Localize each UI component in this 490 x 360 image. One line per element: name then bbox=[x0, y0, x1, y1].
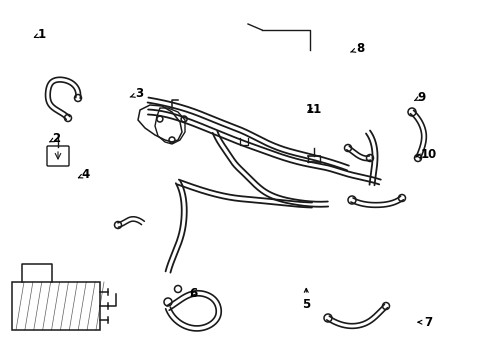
Text: 4: 4 bbox=[78, 168, 90, 181]
Text: 11: 11 bbox=[305, 103, 322, 116]
Text: 5: 5 bbox=[302, 288, 310, 311]
Text: 7: 7 bbox=[418, 316, 433, 329]
Text: 8: 8 bbox=[351, 42, 364, 55]
Bar bbox=[12, 282, 100, 330]
Text: 2: 2 bbox=[49, 132, 60, 145]
Text: 9: 9 bbox=[415, 91, 425, 104]
Text: 10: 10 bbox=[417, 148, 437, 161]
Text: 6: 6 bbox=[190, 287, 197, 300]
Text: 3: 3 bbox=[130, 87, 144, 100]
Text: 1: 1 bbox=[34, 28, 46, 41]
